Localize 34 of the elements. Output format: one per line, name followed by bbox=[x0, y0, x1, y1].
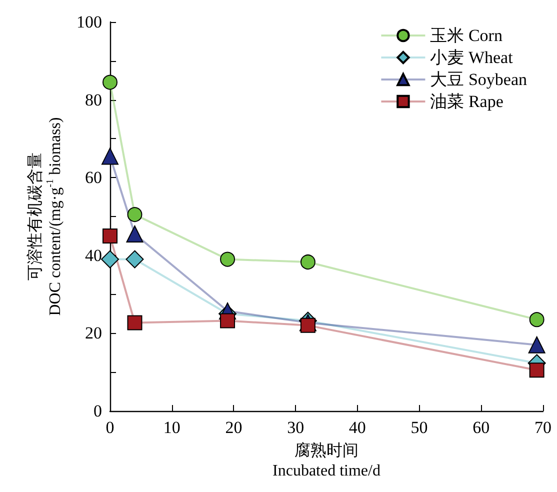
point bbox=[102, 74, 118, 90]
x-tick-label: 70 bbox=[534, 418, 552, 437]
x-tick-label: 10 bbox=[163, 418, 180, 437]
y-tick-label: 80 bbox=[85, 90, 102, 110]
x-tick-label: 40 bbox=[348, 418, 366, 437]
point bbox=[220, 313, 236, 328]
point bbox=[126, 226, 144, 243]
point bbox=[102, 148, 118, 165]
x-axis-title: 腐熟时间 Incubated time/d bbox=[272, 442, 380, 480]
point bbox=[529, 362, 544, 378]
legend-label: 大豆 Soybean bbox=[430, 70, 528, 89]
x-tick-label: 50 bbox=[410, 418, 428, 437]
legend-label: 小麦 Wheat bbox=[430, 48, 514, 67]
x-tick-label: 0 bbox=[106, 418, 114, 437]
y-tick-label: 100 bbox=[76, 12, 102, 32]
point bbox=[127, 207, 142, 222]
y-tick-label: 40 bbox=[85, 246, 102, 265]
point bbox=[101, 250, 119, 268]
point bbox=[127, 315, 142, 330]
y-tick-label: 60 bbox=[85, 168, 102, 188]
point bbox=[126, 250, 144, 268]
y-tick-label: 20 bbox=[85, 324, 102, 343]
x-tick-label: 20 bbox=[225, 418, 242, 437]
legend-label: 油菜 Rape bbox=[430, 92, 504, 111]
point bbox=[300, 318, 316, 333]
legend-label: 玉米 Corn bbox=[430, 26, 503, 45]
x-tick-label: 60 bbox=[472, 418, 490, 437]
point bbox=[300, 254, 316, 270]
point bbox=[529, 312, 544, 328]
point bbox=[220, 252, 236, 267]
x-tick-label: 30 bbox=[287, 418, 304, 437]
point bbox=[528, 336, 546, 354]
point bbox=[102, 228, 118, 244]
y-tick-label: 0 bbox=[94, 402, 102, 420]
